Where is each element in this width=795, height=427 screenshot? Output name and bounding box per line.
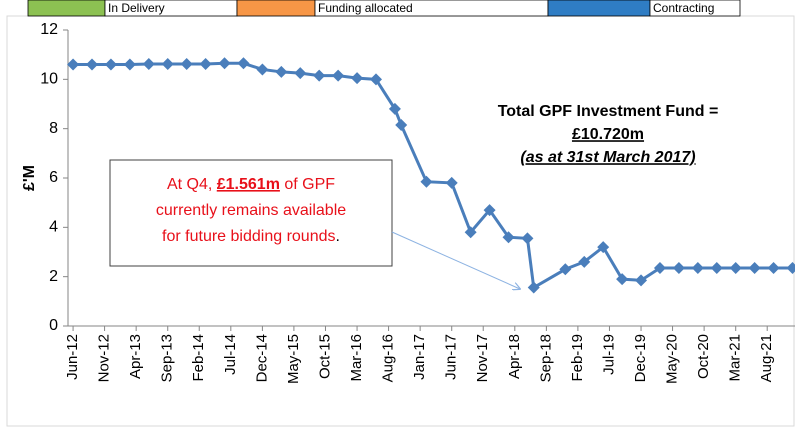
x-tick-label: Feb-19 <box>569 334 586 382</box>
data-point <box>161 58 174 71</box>
callout-text: . <box>336 228 340 245</box>
callout-text: for future bidding rounds <box>162 228 335 245</box>
callout-text: currently remains available <box>156 202 346 219</box>
legend-label: Contracting <box>653 1 714 15</box>
data-point <box>142 58 155 71</box>
data-point <box>710 262 723 275</box>
data-point <box>294 67 307 80</box>
callout-highlight: £1.561m <box>217 176 280 193</box>
data-point <box>199 58 212 71</box>
data-point <box>672 262 685 275</box>
x-tick-label: Nov-12 <box>96 334 113 382</box>
data-point <box>729 262 742 275</box>
data-point <box>786 262 795 275</box>
data-point <box>86 58 99 71</box>
data-point <box>275 65 288 78</box>
data-point <box>123 58 136 71</box>
data-point <box>597 241 610 254</box>
legend-label: In Delivery <box>108 1 165 15</box>
annotation: £10.720m <box>572 126 644 143</box>
data-point <box>256 63 269 76</box>
y-tick-label: 8 <box>49 120 58 137</box>
data-point <box>313 69 326 82</box>
x-tick-label: Apr-13 <box>127 334 144 379</box>
y-tick-label: 12 <box>40 21 58 38</box>
legend-label: Funding allocated <box>318 1 413 15</box>
legend-swatch <box>27 0 106 17</box>
legend-swatch <box>236 0 316 17</box>
data-point <box>653 262 666 275</box>
data-point <box>67 58 80 71</box>
x-tick-label: Dec-19 <box>632 334 649 382</box>
y-tick-label: 6 <box>49 169 58 186</box>
data-point <box>332 69 345 82</box>
callout-text: At Q4, <box>167 176 217 193</box>
legend-cell <box>649 0 741 17</box>
callout-text: for future bidding rounds. <box>162 228 340 245</box>
x-tick-label: Nov-17 <box>474 334 491 382</box>
data-point <box>395 118 408 131</box>
data-point <box>578 255 591 268</box>
x-tick-label: Mar-16 <box>348 334 365 382</box>
x-tick-label: Oct-15 <box>316 334 333 379</box>
x-tick-label: May-15 <box>285 334 302 384</box>
legend-swatch <box>547 0 651 17</box>
callout-text: of GPF <box>280 176 335 193</box>
y-tick-label: 0 <box>49 317 58 334</box>
data-point <box>635 274 648 287</box>
data-point <box>748 262 761 275</box>
y-tick-label: 4 <box>49 219 58 236</box>
data-point <box>218 57 231 70</box>
data-point <box>767 262 780 275</box>
data-point <box>180 58 193 71</box>
data-point <box>369 73 382 86</box>
data-point <box>691 262 704 275</box>
x-tick-label: Mar-21 <box>727 334 744 382</box>
x-tick-label: Sep-18 <box>537 334 554 382</box>
y-tick-label: 10 <box>40 71 58 88</box>
data-point <box>104 58 117 71</box>
x-tick-label: Apr-18 <box>506 334 523 379</box>
callout-text: At Q4, £1.561m of GPF <box>167 176 335 193</box>
data-point <box>445 176 458 189</box>
x-tick-label: Aug-16 <box>380 334 397 382</box>
data-point <box>527 281 540 294</box>
y-tick-label: 2 <box>49 268 58 285</box>
data-point <box>502 231 515 244</box>
x-tick-label: Jun-12 <box>64 334 81 380</box>
annotation: (as at 31st March 2017) <box>520 149 695 166</box>
data-point <box>388 102 401 115</box>
x-tick-label: Feb-14 <box>190 334 207 382</box>
data-point <box>616 273 629 286</box>
data-point <box>464 226 477 239</box>
x-tick-label: Sep-13 <box>159 334 176 382</box>
x-tick-label: Jul-19 <box>600 334 617 375</box>
data-point <box>559 263 572 276</box>
x-tick-label: Jan-17 <box>411 334 428 380</box>
data-point <box>420 175 433 188</box>
data-point <box>521 232 534 245</box>
x-tick-label: Dec-14 <box>253 334 270 382</box>
x-tick-label: May-20 <box>664 334 681 384</box>
x-tick-label: Aug-21 <box>758 334 775 382</box>
y-axis-label: £'M <box>21 165 38 191</box>
x-tick-label: Jul-14 <box>222 334 239 375</box>
data-point <box>483 204 496 217</box>
x-tick-label: Jun-17 <box>443 334 460 380</box>
data-point <box>237 57 250 70</box>
callout-arrow <box>391 231 520 289</box>
data-point <box>351 72 364 85</box>
callout-box <box>109 159 393 267</box>
annotation: Total GPF Investment Fund = <box>498 103 719 120</box>
x-tick-label: Oct-20 <box>695 334 712 379</box>
